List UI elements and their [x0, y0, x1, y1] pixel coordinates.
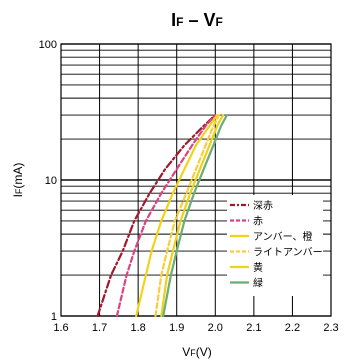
- legend-label: ライトアンバー: [253, 247, 323, 259]
- legend-label: 赤: [253, 216, 263, 228]
- y-tick-label: 100: [39, 39, 57, 51]
- ylabel-unit: (mA): [11, 163, 25, 189]
- series-line-2: [115, 114, 217, 318]
- tick-labels: 1.6 1.7 1.8 1.9 2.0 2.1 2.2 2.3 1 10 100: [39, 39, 339, 334]
- x-tick-label: 1.8: [130, 322, 145, 334]
- ylabel-i: I: [11, 194, 25, 197]
- chart-title: IF – VF: [171, 10, 223, 30]
- x-tick-label: 1.7: [92, 322, 107, 334]
- legend-label: 黄: [253, 261, 263, 274]
- x-tick-label: 1.6: [53, 322, 68, 334]
- x-tick-label: 2.3: [323, 322, 338, 334]
- legend-label: アンバー、橙: [253, 230, 313, 243]
- x-tick-label: 2.1: [246, 322, 261, 334]
- xlabel-unit: (V): [196, 345, 212, 359]
- title-i: I: [171, 10, 176, 30]
- legend-label: 緑: [253, 277, 263, 290]
- title-v-sub: F: [216, 15, 223, 29]
- y-tick-label: 10: [45, 175, 57, 187]
- series-line-6: [162, 114, 228, 318]
- series-line-1: [96, 114, 217, 318]
- series-line-4: [154, 114, 221, 318]
- series-line-3: [135, 114, 219, 318]
- title-i-sub: F: [176, 15, 183, 29]
- title-dash: –: [183, 10, 203, 30]
- series-lines: [96, 114, 228, 318]
- x-tick-label: 1.9: [169, 322, 184, 334]
- xlabel-v: V: [182, 345, 190, 359]
- x-tick-label: 2.0: [208, 322, 223, 334]
- y-tick-label: 1: [51, 311, 57, 323]
- x-axis-label: VF(V): [182, 345, 212, 359]
- series-line-5: [160, 114, 225, 318]
- x-tick-label: 2.2: [285, 322, 300, 334]
- ylabel-sub: F: [14, 188, 24, 194]
- plot-frame: [60, 43, 332, 317]
- title-v: V: [204, 10, 216, 30]
- y-axis-label: IF(mA): [11, 163, 25, 198]
- legend-label: 深赤: [253, 200, 273, 212]
- legend-box: [227, 195, 323, 296]
- xlabel-sub: F: [190, 348, 196, 358]
